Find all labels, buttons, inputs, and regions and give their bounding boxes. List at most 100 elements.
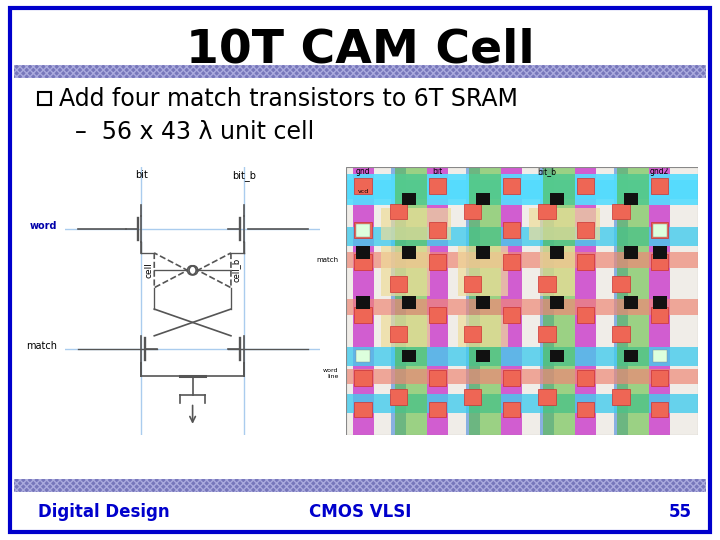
Bar [14,479,706,492]
Bar [501,167,522,435]
Text: bit: bit [432,167,443,176]
Bar [540,167,554,435]
Bar [402,350,416,362]
Bar [624,296,639,309]
Bar [612,276,629,292]
Bar [346,174,698,205]
Bar [346,252,698,268]
Text: match: match [26,341,57,351]
Bar [538,326,556,342]
Bar [395,167,427,435]
Bar [503,178,521,194]
Bar [381,246,431,296]
Bar [346,369,698,384]
Bar [427,167,448,435]
Bar [652,296,667,309]
Bar [503,307,521,323]
Bar [538,276,556,292]
Bar [577,222,594,238]
Bar [503,254,521,269]
Bar [651,222,668,238]
Bar [346,394,698,413]
Bar [550,296,564,309]
Bar [356,246,370,259]
Bar [428,222,446,238]
Bar [575,167,596,435]
Bar [503,402,521,417]
Bar [392,167,405,435]
Bar [381,208,451,240]
Bar [550,350,564,362]
Bar [617,167,649,435]
Bar [624,193,639,205]
Bar [354,307,372,323]
Bar [390,389,408,405]
Bar [38,92,51,105]
Bar [613,167,628,435]
Text: cell: cell [145,262,153,278]
Bar [651,370,668,386]
Bar [356,350,370,362]
Bar [612,204,629,219]
Text: match: match [316,256,338,263]
Bar [476,350,490,362]
Bar [459,246,508,296]
Bar [476,246,490,259]
Text: 55: 55 [669,503,692,521]
Bar [466,167,480,435]
Bar [652,350,667,362]
Bar [464,326,482,342]
Text: word
line: word line [323,368,338,379]
Bar [354,254,372,269]
Bar [346,227,698,246]
Bar [503,222,521,238]
Bar [612,326,629,342]
Bar [464,204,482,219]
Text: vcd: vcd [358,188,369,193]
Bar [428,370,446,386]
Bar [346,180,698,199]
Bar [538,389,556,405]
Bar [346,347,698,366]
Bar [464,389,482,405]
Bar [550,246,564,259]
Bar [538,204,556,219]
Bar [459,315,508,347]
Bar [356,224,370,237]
Bar [652,246,667,259]
Bar [577,370,594,386]
Bar [390,326,408,342]
Bar [612,389,629,405]
Bar [354,222,372,238]
Text: CMOS VLSI: CMOS VLSI [309,503,411,521]
Text: gnd: gnd [356,167,371,176]
Bar [550,193,564,205]
Bar [402,296,416,309]
Bar [651,178,668,194]
Text: bit_b: bit_b [537,167,556,176]
Bar [346,300,698,315]
Bar [649,167,670,435]
Bar [390,276,408,292]
Bar [14,479,706,492]
Bar [353,167,374,435]
Bar [356,350,370,362]
Bar [577,307,594,323]
Text: 10T CAM Cell: 10T CAM Cell [186,28,534,72]
Bar [476,296,490,309]
Bar [14,65,706,78]
Bar [469,167,501,435]
Bar [651,254,668,269]
Bar [402,193,416,205]
Text: bit_b: bit_b [232,170,256,181]
Bar [624,350,639,362]
Bar [652,350,667,362]
Text: Digital Design: Digital Design [38,503,170,521]
Bar [381,315,431,347]
Bar [428,254,446,269]
Text: cell_b: cell_b [232,258,240,282]
Text: Add four match transistors to 6T SRAM: Add four match transistors to 6T SRAM [59,86,518,111]
Text: bit: bit [135,170,148,180]
Bar [402,246,416,259]
Bar [529,208,600,240]
